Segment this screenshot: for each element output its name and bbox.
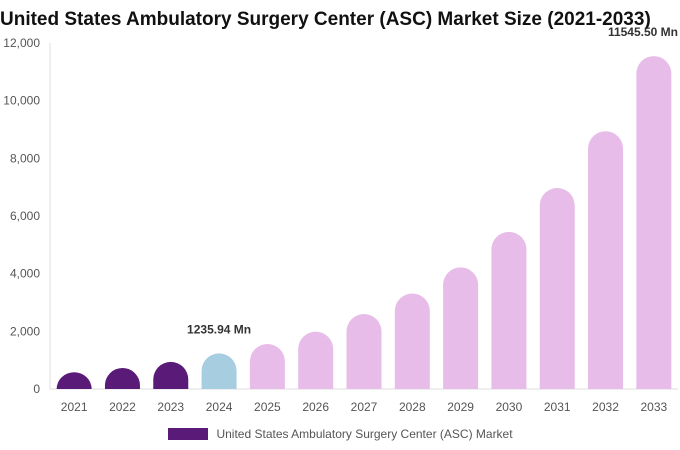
legend-label: United States Ambulatory Surgery Center …: [216, 426, 513, 441]
bar-2024: [201, 353, 237, 389]
bar-2033: [636, 56, 672, 389]
labels-group: 2021 2022 2023 2024 2025 2026 2027 2028 2029 2030…: [61, 25, 678, 414]
bar-2023: [153, 361, 189, 389]
bar-2027: [346, 314, 382, 389]
legend-swatch: [168, 427, 208, 440]
bars-group: [56, 56, 672, 390]
x-tick-label: 2033: [640, 400, 667, 414]
bar-2026: [298, 331, 334, 389]
chart-axes: 0 2,000 4,000 6,000 8,000 10,000 12,000: [3, 36, 678, 396]
data-label: 11545.50 Mn: [608, 25, 678, 39]
x-tick-label: 2026: [302, 400, 329, 414]
x-tick-label: 2025: [254, 400, 281, 414]
bar-2021: [56, 372, 92, 389]
bar-2030: [491, 231, 527, 389]
x-tick-label: 2024: [206, 400, 233, 414]
bar-2025: [249, 344, 285, 389]
legend[interactable]: United States Ambulatory Surgery Center …: [168, 425, 513, 441]
chart-title: United States Ambulatory Surgery Center …: [0, 9, 651, 30]
bar-2032: [588, 131, 624, 390]
data-label: 1235.94 Mn: [187, 322, 251, 336]
x-tick-label: 2022: [109, 400, 136, 414]
x-tick-label: 2023: [157, 400, 184, 414]
x-tick-label: 2029: [447, 400, 474, 414]
y-tick-label: 12,000: [3, 36, 40, 50]
x-tick-label: 2031: [544, 400, 571, 414]
bar-2029: [443, 267, 479, 389]
y-tick-label: 10,000: [3, 94, 40, 108]
bar-2022: [104, 367, 140, 389]
y-tick-label: 6,000: [10, 209, 40, 223]
bar-2028: [394, 293, 430, 389]
y-tick-label: 4,000: [10, 267, 40, 281]
y-tick-label: 0: [33, 382, 40, 396]
y-tick-label: 2,000: [10, 324, 40, 338]
x-tick-label: 2030: [496, 400, 523, 414]
x-tick-label: 2027: [351, 400, 378, 414]
x-tick-label: 2032: [592, 400, 619, 414]
y-tick-label: 8,000: [10, 151, 40, 165]
x-tick-label: 2028: [399, 400, 426, 414]
bar-2031: [539, 188, 575, 389]
x-tick-label: 2021: [61, 400, 88, 414]
